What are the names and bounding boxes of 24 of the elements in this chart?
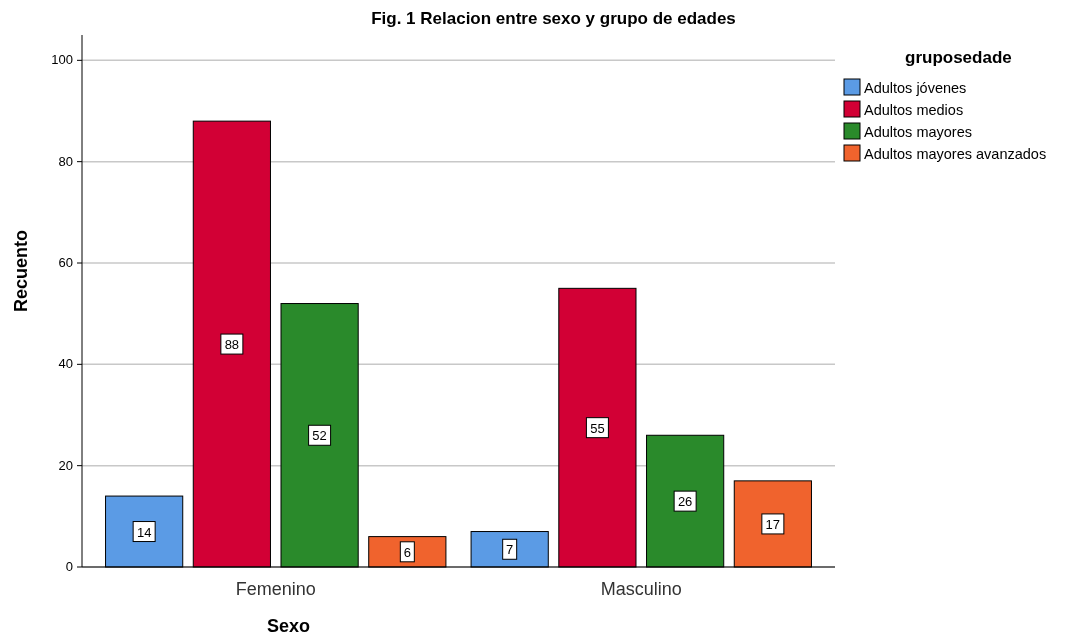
data-label: 55 [590,420,605,436]
y-tick-label: 20 [58,457,73,473]
data-label: 6 [403,544,411,560]
y-tick-label: 100 [51,52,73,68]
y-tick-label: 80 [58,153,73,169]
y-axis-title: Recuento [11,229,31,313]
legend-label: Adultos mayores [864,124,972,140]
chart-title: Fig. 1 Relacion entre sexo y grupo de edades [371,9,736,28]
x-tick-label: Femenino [235,579,316,599]
x-axis-title: Sexo [266,616,311,636]
x-tick-label: Masculino [600,579,682,599]
y-tick-label: 0 [65,559,73,574]
data-label: 14 [136,524,152,540]
legend-label: Adultos mayores avanzados [864,146,1047,162]
y-tick-label: 40 [58,356,73,372]
data-label: 26 [677,494,693,510]
y-tick-label: 60 [58,255,73,270]
legend-label: Adultos medios [864,102,964,118]
legend-label: Adultos jóvenes [864,80,967,96]
data-label: 88 [224,337,240,353]
data-label: 7 [506,542,514,558]
data-label: 52 [312,428,327,444]
data-label: 17 [765,516,781,532]
legend-title: gruposedade [905,48,1012,67]
